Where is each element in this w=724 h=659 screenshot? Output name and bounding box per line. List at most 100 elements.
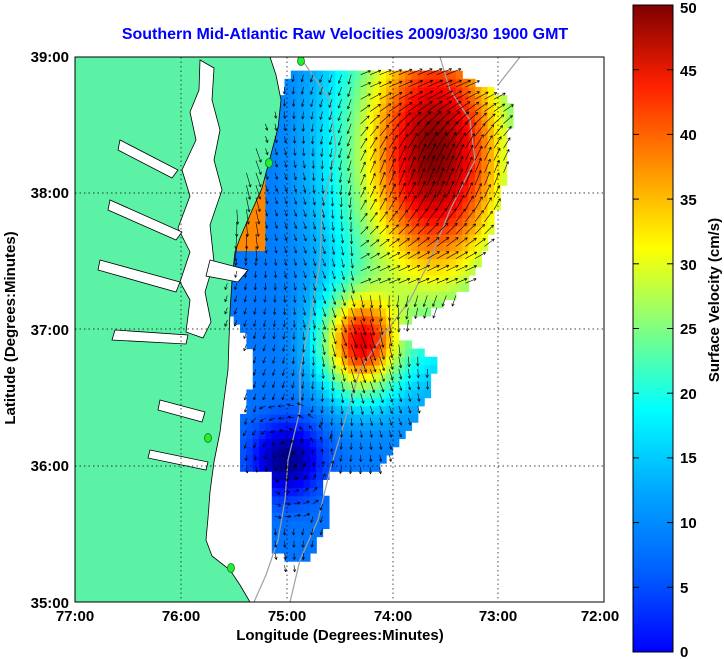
velocity-cell: [290, 176, 298, 186]
velocity-vector: [493, 103, 506, 112]
velocity-cell: [259, 193, 267, 203]
velocity-cell: [424, 234, 432, 243]
velocity-cell: [297, 103, 305, 113]
velocity-cell: [335, 315, 343, 325]
velocity-cell: [379, 348, 387, 358]
velocity-cell: [417, 168, 425, 178]
velocity-vector: [311, 148, 315, 157]
velocity-vector: [244, 418, 248, 425]
velocity-vector: [259, 405, 266, 410]
velocity-vector: [493, 185, 500, 198]
velocity-cell: [328, 250, 336, 260]
velocity-cell: [354, 340, 362, 350]
velocity-cell: [373, 225, 381, 235]
velocity-cell: [322, 446, 330, 456]
velocity-vector: [319, 516, 323, 523]
velocity-cell: [322, 168, 330, 178]
velocity-cell: [290, 95, 298, 104]
velocity-cell: [290, 422, 298, 431]
velocity-cell: [443, 250, 451, 260]
velocity-cell: [379, 168, 387, 178]
velocity-cell: [316, 389, 324, 399]
velocity-cell: [386, 185, 393, 194]
velocity-cell: [417, 397, 425, 407]
velocity-cell: [297, 225, 305, 235]
velocity-cell: [474, 176, 482, 186]
velocity-cell: [259, 340, 267, 350]
velocity-vector: [436, 100, 452, 112]
velocity-vector: [350, 307, 357, 321]
velocity-cell: [411, 225, 419, 235]
velocity-cell: [290, 389, 298, 399]
velocity-cell: [290, 332, 298, 341]
velocity-vector: [436, 90, 453, 100]
velocity-cell: [316, 397, 324, 407]
velocity-cell: [278, 209, 286, 219]
velocity-cell: [354, 356, 362, 366]
velocity-cell: [297, 487, 305, 497]
velocity-cell: [335, 209, 343, 219]
velocity-cell: [436, 127, 444, 137]
velocity-vector: [359, 442, 363, 450]
velocity-cell: [347, 438, 355, 448]
velocity-cell: [309, 487, 317, 497]
velocity-vector: [293, 258, 297, 266]
velocity-vector: [255, 184, 262, 200]
velocity-cell: [328, 405, 336, 415]
velocity-cell: [303, 185, 311, 194]
velocity-cell: [411, 95, 419, 104]
velocity-vector: [292, 451, 296, 455]
velocity-vector: [298, 426, 304, 431]
velocity-cell: [443, 70, 451, 80]
velocity-cell: [240, 250, 247, 260]
velocity-cell: [360, 389, 368, 399]
velocity-cell: [417, 258, 425, 268]
velocity-cell: [379, 111, 387, 121]
velocity-vector: [388, 454, 392, 462]
velocity-cell: [303, 283, 311, 292]
velocity-cell: [367, 119, 374, 129]
velocity-cell: [411, 136, 419, 145]
velocity-vector: [378, 467, 382, 475]
velocity-vector: [322, 473, 326, 480]
velocity-vector: [322, 221, 326, 231]
velocity-vector: [436, 251, 450, 259]
velocity-vector: [503, 149, 510, 161]
velocity-cell: [373, 422, 381, 431]
velocity-cell: [233, 283, 241, 292]
velocity-cell: [405, 152, 413, 162]
velocity-vector: [427, 222, 439, 235]
velocity-cell: [297, 70, 305, 80]
velocity-vector: [243, 307, 247, 315]
velocity-cell: [405, 405, 413, 415]
velocity-cell: [354, 413, 362, 423]
velocity-vector: [427, 237, 440, 247]
velocity-cell: [424, 95, 432, 104]
velocity-cell: [386, 136, 393, 145]
velocity-cell: [265, 356, 273, 366]
velocity-vector: [474, 102, 488, 112]
velocity-vector: [398, 237, 410, 247]
velocity-cell: [462, 193, 470, 203]
velocity-vector: [274, 148, 278, 156]
velocity-cell: [297, 438, 305, 448]
velocity-cell: [468, 86, 476, 96]
y-tick-label: 39:00: [31, 49, 69, 66]
velocity-cell: [455, 70, 463, 80]
velocity-cell: [278, 430, 286, 440]
velocity-cell: [360, 127, 368, 137]
velocity-cell: [347, 332, 355, 341]
velocity-vector: [446, 222, 458, 235]
velocity-cell: [481, 152, 489, 162]
velocity-cell: [290, 201, 298, 211]
velocity-vector: [347, 99, 352, 110]
velocity-cell: [259, 332, 267, 341]
velocity-vector: [292, 135, 297, 144]
velocity-cell: [360, 275, 368, 284]
velocity-vector: [293, 184, 297, 193]
velocity-cell: [240, 463, 247, 472]
velocity-cell: [481, 242, 489, 252]
velocity-cell: [316, 160, 324, 170]
velocity-cell: [309, 454, 317, 464]
velocity-cell: [474, 127, 482, 137]
